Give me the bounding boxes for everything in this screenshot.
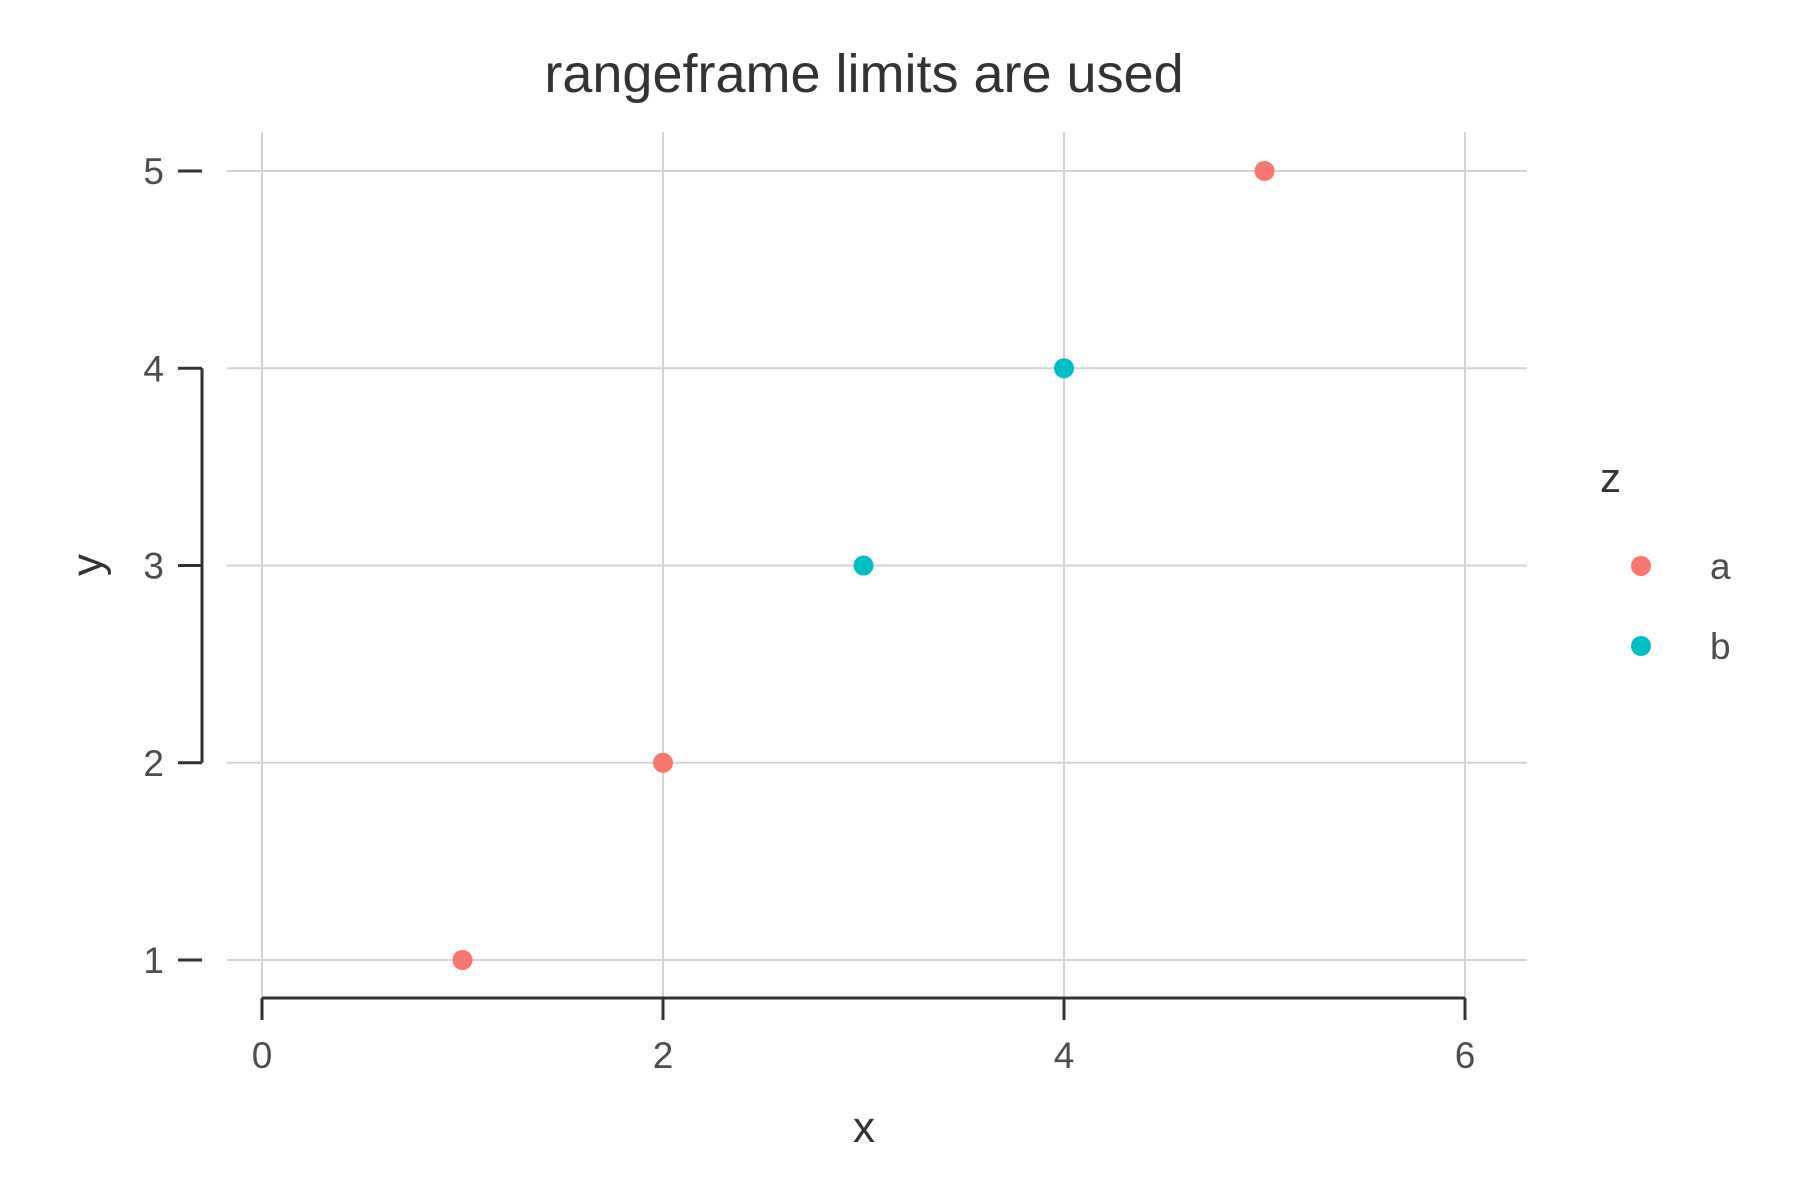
data-point-a	[453, 950, 473, 970]
legend-entries: ab	[1631, 546, 1731, 667]
grid	[227, 132, 1527, 998]
data-point-a	[1255, 161, 1275, 181]
x-tick-label: 2	[653, 1035, 674, 1076]
legend-key-a	[1631, 556, 1651, 576]
x-axis-title: x	[853, 1103, 875, 1152]
y-tick-label: 2	[143, 743, 164, 784]
x-tick-label: 6	[1455, 1035, 1476, 1076]
legend-title: z	[1600, 454, 1621, 501]
chart-title: rangeframe limits are used	[544, 44, 1183, 104]
legend-label-a: a	[1710, 546, 1731, 587]
data-point-b	[854, 556, 874, 576]
y-tick-label: 4	[143, 348, 164, 389]
legend-key-b	[1631, 636, 1651, 656]
legend-label-b: b	[1710, 626, 1731, 667]
y-tick-label: 3	[143, 546, 164, 587]
x-tick-label: 0	[252, 1035, 273, 1076]
range-frame	[178, 171, 1465, 1020]
y-axis-title: y	[63, 554, 112, 576]
legend: z ab	[1600, 454, 1731, 667]
y-tick-label: 5	[143, 151, 164, 192]
data-point-a	[653, 753, 673, 773]
y-tick-label: 1	[143, 940, 164, 981]
data-point-b	[1054, 358, 1074, 378]
tick-labels: 0 2 4 6 1 2 3 4 5	[143, 151, 1475, 1076]
x-tick-label: 4	[1054, 1035, 1075, 1076]
